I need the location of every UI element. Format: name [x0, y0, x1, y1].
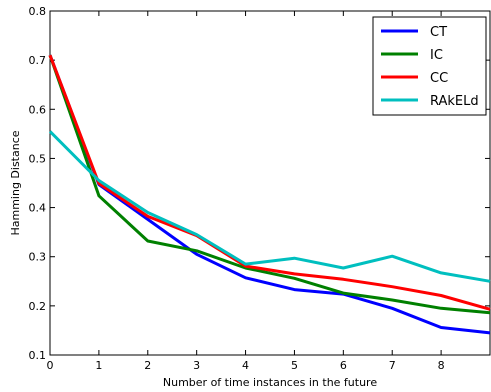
x-axis-label: Number of time instances in the future: [163, 376, 377, 389]
x-tick-label: 7: [389, 359, 396, 372]
y-tick-label: 0.5: [29, 152, 47, 165]
series-line-rakeld: [48, 130, 491, 283]
series-lines: [48, 54, 491, 335]
y-tick-label: 0.1: [29, 349, 47, 362]
x-tick-label: 0: [47, 359, 54, 372]
legend-label-ct: CT: [430, 25, 447, 40]
x-tick-label: 4: [242, 359, 249, 372]
y-tick-label: 0.4: [29, 202, 47, 215]
series-line-ic: [48, 54, 491, 315]
series-line-ct: [48, 54, 491, 335]
legend-label-rakeld: RAkELd: [430, 94, 479, 109]
x-tick-label: 5: [291, 359, 298, 372]
y-tick-label: 0.3: [29, 251, 47, 264]
x-tick-label: 1: [95, 359, 102, 372]
legend-label-cc: CC: [430, 71, 448, 86]
legend-label-ic: IC: [430, 48, 443, 63]
y-tick-label: 0.2: [29, 300, 47, 313]
x-tick-label: 8: [438, 359, 445, 372]
axis-ticks: 0 1 2 3 4 5 6 7 8 0.1 0.2 0.3 0.4 0.5 0.6 0.7 0.8: [29, 5, 490, 372]
y-tick-label: 0.8: [29, 5, 47, 18]
y-axis-label: Hamming Distance: [9, 130, 22, 235]
y-tick-label: 0.6: [29, 103, 47, 116]
x-tick-label: 2: [144, 359, 151, 372]
series-line-cc: [48, 54, 491, 311]
legend: CT IC CC RAkELd: [372, 16, 487, 116]
x-tick-label: 6: [340, 359, 347, 372]
y-tick-label: 0.7: [29, 54, 47, 67]
x-tick-label: 3: [193, 359, 200, 372]
